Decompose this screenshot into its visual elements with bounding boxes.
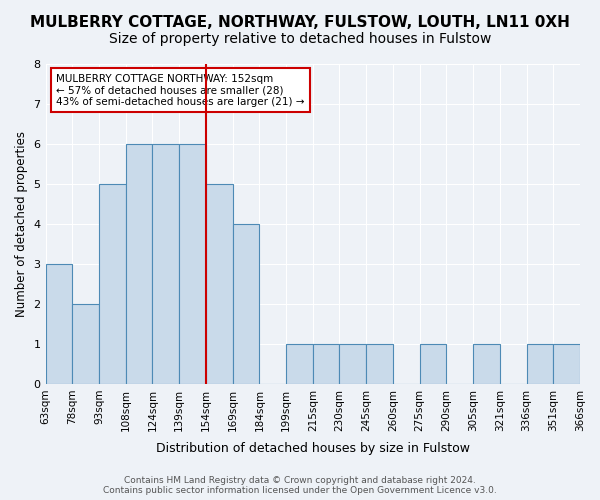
Y-axis label: Number of detached properties: Number of detached properties xyxy=(15,131,28,317)
X-axis label: Distribution of detached houses by size in Fulstow: Distribution of detached houses by size … xyxy=(156,442,470,455)
Text: Contains HM Land Registry data © Crown copyright and database right 2024.
Contai: Contains HM Land Registry data © Crown c… xyxy=(103,476,497,495)
Bar xyxy=(473,344,500,384)
Bar xyxy=(366,344,393,384)
Bar xyxy=(233,224,259,384)
Bar xyxy=(553,344,580,384)
Bar xyxy=(126,144,152,384)
Bar xyxy=(527,344,553,384)
Text: Size of property relative to detached houses in Fulstow: Size of property relative to detached ho… xyxy=(109,32,491,46)
Text: MULBERRY COTTAGE NORTHWAY: 152sqm
← 57% of detached houses are smaller (28)
43% : MULBERRY COTTAGE NORTHWAY: 152sqm ← 57% … xyxy=(56,74,305,107)
Text: MULBERRY COTTAGE, NORTHWAY, FULSTOW, LOUTH, LN11 0XH: MULBERRY COTTAGE, NORTHWAY, FULSTOW, LOU… xyxy=(30,15,570,30)
Bar xyxy=(206,184,233,384)
Bar xyxy=(340,344,366,384)
Bar xyxy=(286,344,313,384)
Bar xyxy=(313,344,340,384)
Bar xyxy=(46,264,72,384)
Bar xyxy=(152,144,179,384)
Bar xyxy=(99,184,126,384)
Bar xyxy=(72,304,99,384)
Bar xyxy=(179,144,206,384)
Bar xyxy=(419,344,446,384)
